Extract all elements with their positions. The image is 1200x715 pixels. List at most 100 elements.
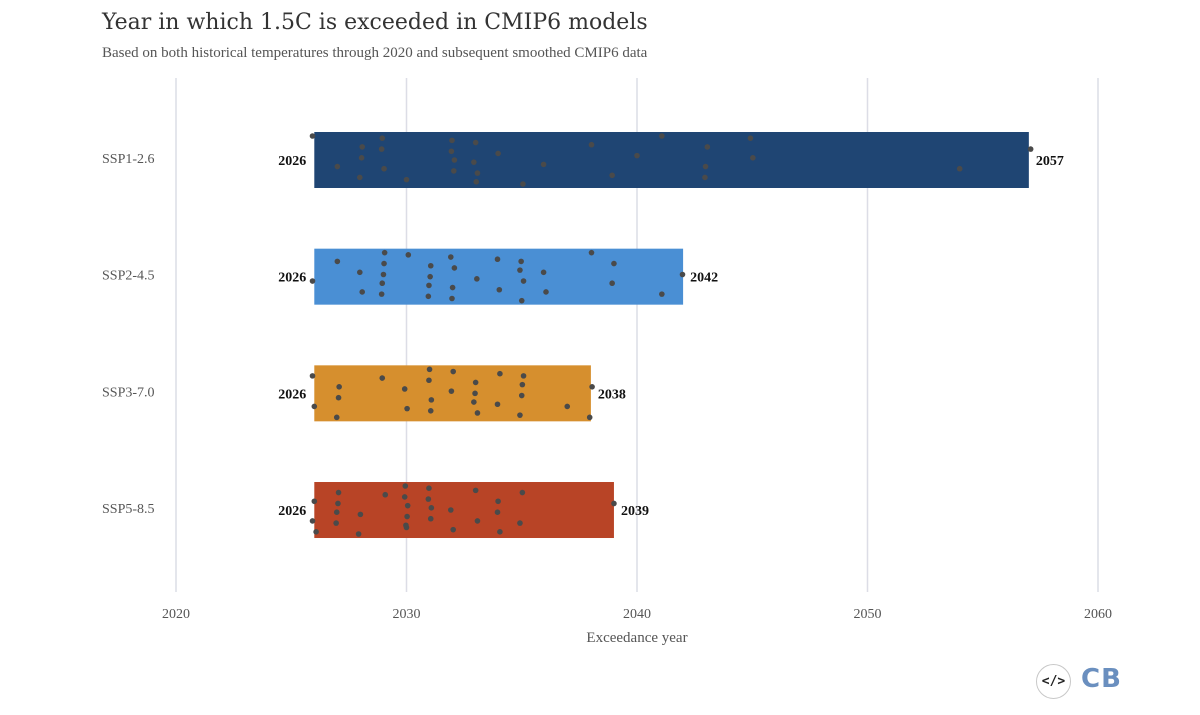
data-point-ssp1-2-6 (702, 163, 709, 170)
data-point-ssp2-4-5 (611, 260, 617, 267)
data-point-ssp5-8-5 (357, 511, 364, 518)
data-point-ssp5-8-5 (309, 518, 316, 524)
x-tick-label-2060: 2060 (1084, 607, 1112, 622)
data-point-ssp1-2-6 (540, 161, 547, 168)
x-tick-label-2020: 2020 (162, 607, 190, 622)
data-point-ssp1-2-6 (704, 144, 711, 150)
data-point-ssp3-7-0 (448, 388, 455, 394)
data-point-ssp5-8-5 (450, 526, 457, 533)
data-point-ssp5-8-5 (497, 529, 503, 535)
data-point-ssp2-4-5 (381, 249, 388, 256)
data-point-ssp5-8-5 (403, 524, 410, 531)
max-label-ssp3-7-0: 2038 (598, 387, 626, 402)
data-point-ssp5-8-5 (333, 509, 340, 515)
data-point-ssp5-8-5 (472, 487, 479, 494)
data-point-ssp5-8-5 (333, 520, 339, 526)
code-icon[interactable]: </> (1036, 664, 1071, 699)
x-axis-label: Exceedance year (586, 630, 687, 646)
max-label-ssp5-8-5: 2039 (621, 504, 649, 519)
data-point-ssp5-8-5 (428, 505, 435, 511)
data-point-ssp2-4-5 (427, 262, 434, 269)
data-point-ssp2-4-5 (520, 278, 527, 284)
carbonbrief-logo: </> CB (1036, 664, 1121, 700)
category-label-ssp1-2-6: SSP1-2.6 (102, 152, 155, 167)
min-label-ssp5-8-5: 2026 (278, 504, 306, 519)
data-point-ssp1-2-6 (359, 144, 366, 150)
data-point-ssp5-8-5 (448, 507, 454, 513)
min-label-ssp1-2-6: 2026 (278, 154, 306, 169)
data-point-ssp2-4-5 (425, 293, 432, 300)
data-point-ssp2-4-5 (449, 284, 456, 291)
data-point-ssp1-2-6 (472, 139, 479, 146)
category-label-ssp2-4-5: SSP2-4.5 (102, 269, 155, 284)
data-point-ssp5-8-5 (517, 520, 523, 526)
data-point-ssp3-7-0 (517, 412, 523, 418)
data-point-ssp1-2-6 (449, 137, 455, 144)
data-point-ssp2-4-5 (379, 280, 386, 287)
data-point-ssp5-8-5 (404, 502, 411, 509)
data-point-ssp1-2-6 (588, 141, 595, 148)
data-point-ssp3-7-0 (564, 403, 571, 410)
data-point-ssp2-4-5 (588, 249, 595, 256)
data-point-ssp1-2-6 (381, 165, 387, 172)
data-point-ssp3-7-0 (428, 397, 435, 403)
data-point-ssp2-4-5 (380, 271, 387, 278)
data-point-ssp2-4-5 (427, 273, 433, 280)
data-point-ssp1-2-6 (750, 155, 756, 161)
data-point-ssp1-2-6 (1027, 146, 1034, 152)
data-point-ssp2-4-5 (381, 260, 387, 267)
data-point-ssp1-2-6 (379, 135, 386, 141)
min-label-ssp3-7-0: 2026 (278, 387, 306, 402)
data-point-ssp3-7-0 (494, 401, 501, 408)
data-point-ssp2-4-5 (518, 297, 525, 304)
data-point-ssp3-7-0 (401, 386, 408, 392)
data-point-ssp5-8-5 (355, 531, 362, 537)
data-point-ssp1-2-6 (702, 174, 708, 181)
data-point-ssp3-7-0 (519, 381, 526, 388)
bar-ssp5-8-5 (314, 482, 614, 539)
data-point-ssp5-8-5 (427, 515, 434, 522)
data-point-ssp2-4-5 (334, 258, 341, 265)
data-point-ssp2-4-5 (449, 295, 455, 302)
data-point-ssp3-7-0 (472, 390, 478, 397)
min-label-ssp2-4-5: 2026 (278, 271, 306, 286)
data-point-ssp3-7-0 (474, 410, 481, 416)
data-point-ssp5-8-5 (404, 513, 410, 520)
data-point-ssp2-4-5 (679, 271, 686, 278)
data-point-ssp1-2-6 (747, 135, 754, 141)
data-point-ssp2-4-5 (309, 278, 316, 284)
data-point-ssp1-2-6 (495, 150, 501, 157)
data-point-ssp2-4-5 (451, 265, 458, 271)
data-point-ssp1-2-6 (334, 163, 341, 170)
data-point-ssp3-7-0 (450, 368, 457, 375)
data-point-ssp3-7-0 (426, 377, 432, 384)
data-point-ssp3-7-0 (426, 366, 433, 373)
data-point-ssp2-4-5 (518, 258, 524, 265)
data-point-ssp1-2-6 (451, 168, 457, 174)
data-point-ssp1-2-6 (448, 148, 455, 155)
data-point-ssp5-8-5 (335, 489, 342, 496)
x-tick-label-2030: 2030 (393, 607, 421, 622)
data-point-ssp3-7-0 (309, 373, 316, 379)
data-point-ssp3-7-0 (472, 379, 479, 386)
data-point-ssp3-7-0 (518, 392, 525, 399)
data-point-ssp1-2-6 (357, 174, 363, 181)
data-point-ssp5-8-5 (611, 500, 617, 507)
data-point-ssp3-7-0 (379, 375, 386, 381)
data-point-ssp2-4-5 (474, 276, 480, 282)
data-point-ssp2-4-5 (494, 256, 501, 263)
data-point-ssp3-7-0 (586, 414, 593, 421)
data-point-ssp3-7-0 (497, 370, 503, 377)
data-point-ssp5-8-5 (495, 498, 501, 505)
data-point-ssp1-2-6 (471, 159, 477, 165)
data-point-ssp2-4-5 (609, 280, 615, 287)
data-point-ssp1-2-6 (473, 179, 480, 185)
data-point-ssp2-4-5 (543, 289, 549, 295)
x-tick-label-2050: 2050 (854, 607, 882, 622)
chart-title: Year in which 1.5C is exceeded in CMIP6 … (102, 10, 648, 35)
data-point-ssp3-7-0 (520, 373, 527, 379)
data-point-ssp5-8-5 (382, 491, 389, 498)
data-point-ssp3-7-0 (427, 407, 434, 414)
data-point-ssp2-4-5 (405, 252, 412, 258)
